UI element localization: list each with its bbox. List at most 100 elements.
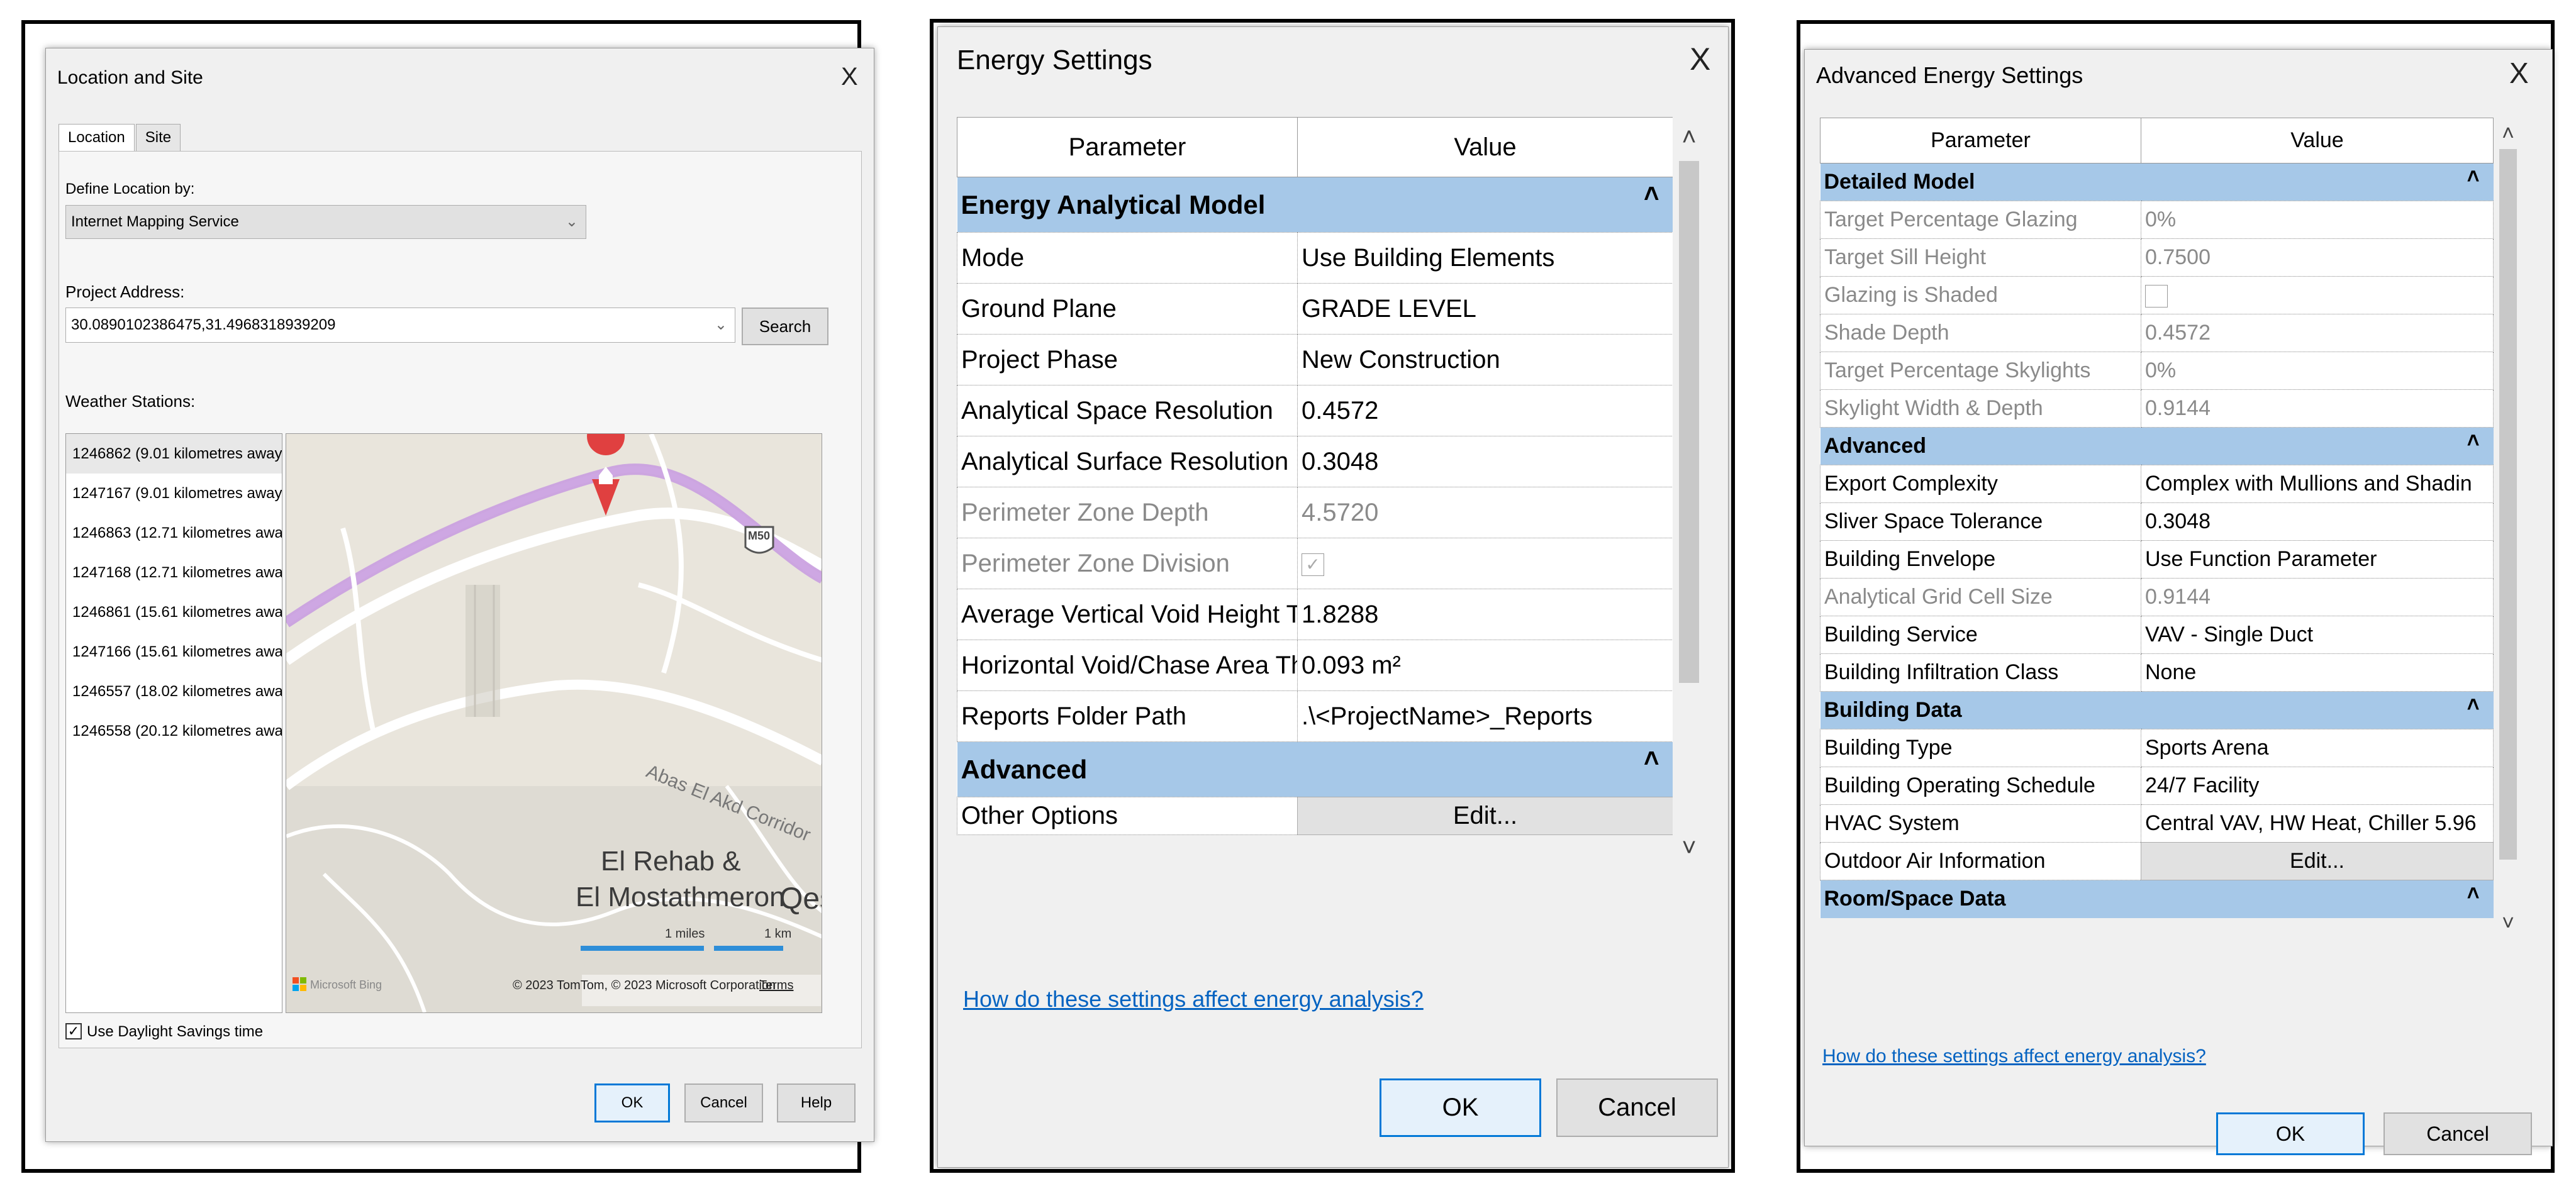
cancel-button[interactable]: Cancel	[2384, 1112, 2532, 1155]
table-row: Target Percentage Glazing 0%	[1820, 201, 2494, 239]
scroll-thumb[interactable]	[2499, 149, 2517, 860]
list-item[interactable]: 1246558 (20.12 kilometres away)	[72, 723, 282, 740]
advanced-grid-scrollbar[interactable]: ˄ ˅	[2494, 118, 2522, 943]
section-title: Energy Analytical Model	[961, 189, 1266, 219]
close-icon[interactable]: X	[841, 63, 858, 91]
table-row[interactable]: Horizontal Void/Chase Area Thr 0.093 m²	[957, 640, 1673, 691]
other-options-edit-button[interactable]: Edit...	[1297, 797, 1673, 835]
section-header-room-space-data[interactable]: Room/Space Data ˄	[1820, 880, 2494, 918]
weather-station-list[interactable]: 1246862 (9.01 kilometres away) 1247167 (…	[65, 433, 282, 1013]
cancel-button[interactable]: Cancel	[1556, 1078, 1718, 1137]
help-button[interactable]: Help	[777, 1083, 856, 1122]
table-row[interactable]: HVAC System Central VAV, HW Heat, Chiller…	[1820, 804, 2494, 843]
value-cell[interactable]: Sports Arena	[2141, 729, 2494, 767]
column-header-parameter: Parameter	[1820, 118, 2141, 163]
collapse-icon[interactable]: ˄	[2467, 693, 2480, 717]
scroll-up-icon[interactable]: ˄	[1681, 123, 1697, 151]
define-location-select[interactable]: Internet Mapping Service ⌄	[65, 205, 586, 239]
list-item[interactable]: 1246862 (9.01 kilometres away)	[66, 434, 282, 474]
value-cell[interactable]: 0.3048	[1297, 436, 1673, 487]
value-cell[interactable]: .\<ProjectName>_Reports	[1297, 690, 1673, 742]
scroll-thumb[interactable]	[1679, 161, 1699, 683]
section-title: Building Data	[1824, 698, 1962, 722]
section-header-energy-model[interactable]: Energy Analytical Model ˄	[957, 177, 1673, 233]
value-cell[interactable]: New Construction	[1297, 334, 1673, 385]
scroll-up-icon[interactable]: ˄	[2502, 121, 2514, 145]
daylight-checkbox[interactable]: ✓	[65, 1023, 82, 1039]
param-cell: HVAC System	[1820, 804, 2141, 843]
ok-button[interactable]: OK	[594, 1083, 670, 1122]
value-cell[interactable]: 0.093 m²	[1297, 640, 1673, 691]
table-row[interactable]: Sliver Space Tolerance 0.3048	[1820, 502, 2494, 541]
energy-help-link[interactable]: How do these settings affect energy anal…	[963, 986, 1424, 1012]
table-row[interactable]: Building Envelope Use Function Parameter	[1820, 540, 2494, 579]
search-button[interactable]: Search	[742, 308, 828, 345]
map-terms-link[interactable]: Terms	[759, 978, 794, 992]
ok-button[interactable]: OK	[2216, 1112, 2365, 1155]
section-header-advanced[interactable]: Advanced ˄	[957, 741, 1673, 797]
location-dialog: Location and Site X Location Site Define…	[45, 48, 874, 1142]
outdoor-air-edit-button[interactable]: Edit...	[2141, 842, 2494, 880]
value-cell[interactable]: 24/7 Facility	[2141, 767, 2494, 805]
section-header-advanced[interactable]: Advanced ˄	[1820, 427, 2494, 465]
location-map[interactable]: M50 Abas El Akd Corridor El Rehab & El M…	[286, 433, 822, 1013]
value-cell[interactable]: 0.4572	[1297, 385, 1673, 436]
tab-site[interactable]: Site	[135, 124, 181, 152]
section-header-building-data[interactable]: Building Data ˄	[1820, 691, 2494, 729]
list-item[interactable]: 1247167 (9.01 kilometres away)	[72, 485, 282, 502]
value-cell[interactable]: Complex with Mullions and Shadin	[2141, 465, 2494, 503]
scroll-down-icon[interactable]: ˅	[2502, 911, 2514, 935]
value-cell[interactable]: 1.8288	[1297, 589, 1673, 640]
table-row[interactable]: Reports Folder Path .\<ProjectName>_Repor…	[957, 690, 1673, 742]
ok-button[interactable]: OK	[1380, 1078, 1541, 1137]
scroll-down-icon[interactable]: ˅	[1681, 834, 1697, 862]
glazing-shaded-checkbox	[2145, 285, 2168, 308]
table-row[interactable]: Building Infiltration Class None	[1820, 653, 2494, 692]
project-address-input[interactable]: 30.0890102386475,31.4968318939209 ⌄	[65, 308, 735, 343]
list-item[interactable]: 1246861 (15.61 kilometres away)	[72, 604, 282, 621]
table-row[interactable]: Ground Plane GRADE LEVEL	[957, 283, 1673, 335]
bing-logo: Microsoft Bing	[310, 978, 382, 991]
weather-stations-label: Weather Stations:	[65, 392, 196, 411]
value-cell[interactable]: 0.3048	[2141, 502, 2494, 541]
list-item[interactable]: 1247168 (12.71 kilometres away)	[72, 564, 282, 581]
value-cell[interactable]: Central VAV, HW Heat, Chiller 5.96	[2141, 804, 2494, 843]
list-item[interactable]: 1246557 (18.02 kilometres away)	[72, 683, 282, 700]
collapse-icon[interactable]: ˄	[1643, 179, 1659, 208]
close-icon[interactable]: X	[2509, 57, 2529, 89]
collapse-icon[interactable]: ˄	[2467, 165, 2480, 189]
param-cell: Glazing is Shaded	[1820, 276, 2141, 314]
collapse-icon[interactable]: ˄	[2467, 429, 2480, 453]
collapse-icon[interactable]: ˄	[2467, 882, 2480, 906]
table-row[interactable]: Project Phase New Construction	[957, 334, 1673, 385]
table-row[interactable]: Average Vertical Void Height Th 1.8288	[957, 589, 1673, 640]
collapse-icon[interactable]: ˄	[1643, 743, 1659, 773]
value-cell[interactable]: Use Building Elements	[1297, 232, 1673, 284]
table-row[interactable]: Outdoor Air Information Edit...	[1820, 842, 2494, 880]
energy-settings-grid: Parameter Value Energy Analytical Model ˄…	[957, 117, 1673, 835]
value-cell[interactable]: VAV - Single Duct	[2141, 616, 2494, 654]
value-cell[interactable]: GRADE LEVEL	[1297, 283, 1673, 335]
tab-location[interactable]: Location	[59, 124, 135, 153]
table-row[interactable]: Export Complexity Complex with Mullions a…	[1820, 465, 2494, 503]
close-icon[interactable]: X	[1690, 42, 1711, 77]
energy-settings-dialog: Energy Settings X Parameter Value Energy…	[937, 26, 1729, 1168]
table-row[interactable]: Other Options Edit...	[957, 797, 1673, 835]
list-item[interactable]: 1246863 (12.71 kilometres away)	[72, 524, 282, 541]
table-row[interactable]: Building Service VAV - Single Duct	[1820, 616, 2494, 654]
frame-advanced-energy: Advanced Energy Settings X Parameter Val…	[1797, 20, 2555, 1173]
table-row: Target Sill Height 0.7500	[1820, 238, 2494, 277]
table-row[interactable]: Building Type Sports Arena	[1820, 729, 2494, 767]
section-header-detailed-model[interactable]: Detailed Model ˄	[1820, 163, 2494, 201]
table-row[interactable]: Building Operating Schedule 24/7 Facility	[1820, 767, 2494, 805]
table-row[interactable]: Analytical Space Resolution 0.4572	[957, 385, 1673, 436]
cancel-button[interactable]: Cancel	[684, 1083, 763, 1122]
list-item[interactable]: 1247166 (15.61 kilometres away)	[72, 643, 282, 660]
value-cell[interactable]: None	[2141, 653, 2494, 692]
energy-grid-scrollbar[interactable]: ˄ ˅	[1673, 117, 1705, 882]
value-cell[interactable]: Use Function Parameter	[2141, 540, 2494, 579]
table-row[interactable]: Mode Use Building Elements	[957, 232, 1673, 284]
table-row[interactable]: Analytical Surface Resolution 0.3048	[957, 436, 1673, 487]
project-address-label: Project Address:	[65, 282, 185, 301]
energy-help-link[interactable]: How do these settings affect energy anal…	[1822, 1046, 2206, 1067]
